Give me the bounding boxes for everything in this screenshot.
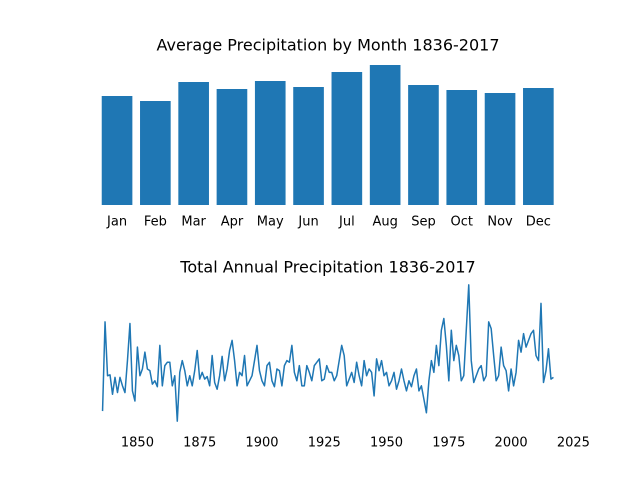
x-tick-label: 2025: [557, 436, 590, 451]
x-tick-label: Aug: [372, 215, 397, 230]
bar: [523, 88, 554, 205]
x-tick-label: 1975: [432, 436, 465, 451]
x-tick-label: Dec: [526, 215, 551, 230]
x-tick-label: Apr: [221, 215, 244, 230]
x-tick-label: 1900: [245, 436, 278, 451]
x-tick-label: Sep: [411, 215, 436, 230]
x-tick-label: Mar: [181, 215, 206, 230]
bar: [446, 90, 478, 205]
x-tick-label: May: [257, 215, 284, 230]
x-tick-label: 1925: [308, 436, 341, 451]
x-tick-label: Nov: [487, 215, 513, 230]
x-tick-label: Feb: [144, 215, 167, 230]
chart-title: Average Precipitation by Month 1836-2017: [156, 36, 499, 55]
x-tick-label: Jun: [297, 215, 318, 230]
x-tick-label: 1875: [183, 436, 216, 451]
chart-title: Total Annual Precipitation 1836-2017: [179, 258, 475, 277]
x-tick-label: Jan: [106, 215, 127, 230]
line: [101, 284, 554, 422]
bar: [254, 81, 286, 205]
bar: [101, 96, 133, 205]
bar: [331, 72, 363, 205]
bar: [484, 93, 516, 205]
bar: [216, 89, 248, 205]
x-tick-label: 2000: [495, 436, 528, 451]
x-tick-label: 1850: [121, 436, 154, 451]
bar: [293, 87, 324, 205]
bar: [408, 85, 439, 205]
bar: [369, 65, 401, 205]
bar: [178, 82, 209, 205]
bar: [140, 101, 171, 205]
x-tick-label: Oct: [451, 215, 473, 230]
x-tick-label: Jul: [338, 215, 355, 230]
x-tick-label: 1950: [370, 436, 403, 451]
